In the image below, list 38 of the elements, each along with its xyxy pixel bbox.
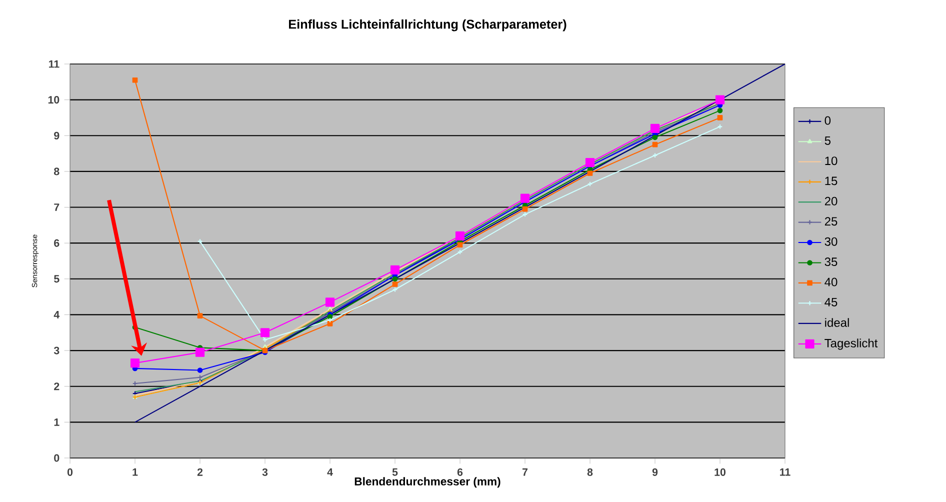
y-tick-label: 3 xyxy=(54,346,60,354)
x-tick-label: 3 xyxy=(262,468,268,476)
legend-label: 0 xyxy=(824,116,831,125)
legend-label: 5 xyxy=(824,136,831,145)
chart-title: Einfluss Lichteinfallrichtung (Scharparameter) xyxy=(289,19,566,32)
legend-label: ideal xyxy=(825,318,849,327)
y-tick-label: 5 xyxy=(54,275,60,283)
x-tick-label: 2 xyxy=(197,468,203,476)
legend-label: 35 xyxy=(824,258,838,266)
y-tick-label: 11 xyxy=(49,60,60,68)
y-tick-label: 4 xyxy=(54,311,60,318)
legend-label: 20 xyxy=(824,196,838,206)
x-tick-label: 11 xyxy=(780,468,790,476)
x-tick-label: 4 xyxy=(327,468,333,476)
x-tick-label: 10 xyxy=(714,468,726,476)
legend-label: 30 xyxy=(824,237,838,246)
y-tick-label: 9 xyxy=(54,132,60,140)
legend-label: 10 xyxy=(825,156,838,166)
x-tick-label: 5 xyxy=(392,468,398,476)
y-tick-label: 0 xyxy=(54,454,60,462)
legend-label: 15 xyxy=(825,176,838,186)
x-tick-label: 1 xyxy=(132,468,138,476)
x-tick-label: 0 xyxy=(67,468,73,476)
y-tick-label: 8 xyxy=(54,168,60,176)
legend-label: 45 xyxy=(824,298,838,306)
x-tick-label: 7 xyxy=(522,468,528,476)
legend-label: 40 xyxy=(824,278,838,286)
x-tick-label: 8 xyxy=(587,468,593,476)
y-tick-label: 2 xyxy=(54,382,60,390)
x-tick-label: 9 xyxy=(652,468,658,476)
y-tick-label: 7 xyxy=(54,204,60,211)
x-tick-label: 6 xyxy=(457,468,463,476)
legend-label: Tageslicht xyxy=(824,338,878,350)
y-tick-label: 1 xyxy=(54,418,60,426)
x-axis-title: Blendendurchmesser (mm) xyxy=(354,477,500,488)
legend-label: 25 xyxy=(824,217,838,226)
y-tick-label: 10 xyxy=(48,96,60,104)
y-tick-label: 6 xyxy=(54,239,60,247)
